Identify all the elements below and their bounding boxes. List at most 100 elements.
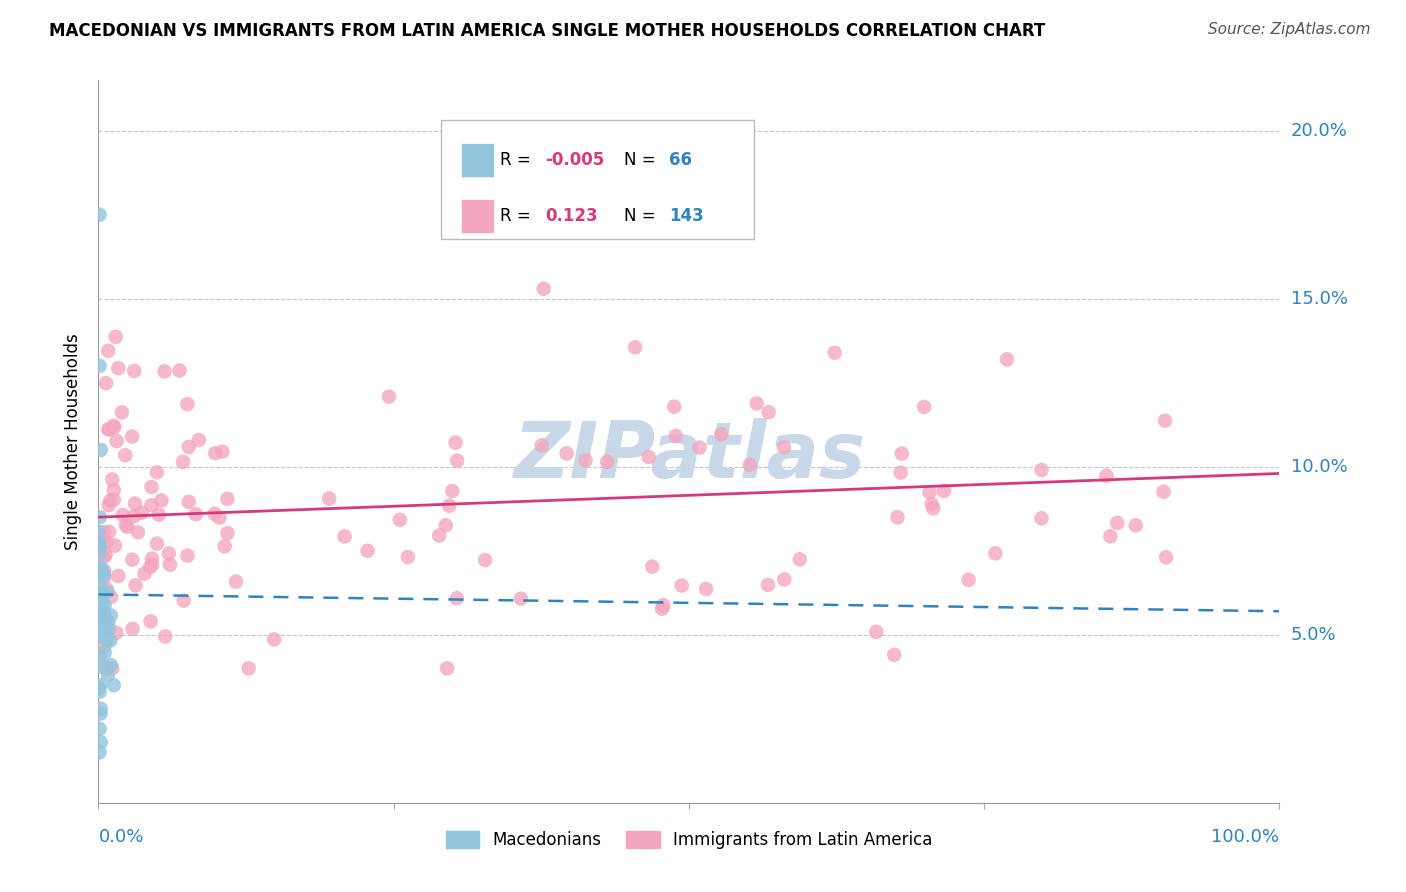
Y-axis label: Single Mother Households: Single Mother Households <box>65 334 83 549</box>
Text: -0.005: -0.005 <box>546 151 605 169</box>
Point <box>665 429 688 443</box>
Point <box>204 507 226 521</box>
Point <box>176 549 198 563</box>
Point <box>146 536 169 550</box>
Point <box>90 706 112 721</box>
Point <box>97 343 120 358</box>
Point <box>263 632 285 647</box>
Point <box>103 420 125 434</box>
Point <box>89 546 111 560</box>
Point <box>388 513 411 527</box>
Point <box>114 448 136 462</box>
Point <box>89 616 111 631</box>
Point <box>671 578 693 592</box>
Point <box>637 450 659 464</box>
Point <box>957 573 980 587</box>
Point <box>396 549 419 564</box>
Point <box>1153 484 1175 499</box>
Point <box>89 602 111 616</box>
Point <box>100 590 122 604</box>
Point <box>90 586 112 600</box>
Point <box>150 493 173 508</box>
Point <box>96 614 118 628</box>
Point <box>96 584 118 599</box>
Point <box>758 405 780 419</box>
Point <box>100 657 122 672</box>
Point <box>530 438 553 452</box>
Text: MACEDONIAN VS IMMIGRANTS FROM LATIN AMERICA SINGLE MOTHER HOUSEHOLDS CORRELATION: MACEDONIAN VS IMMIGRANTS FROM LATIN AMER… <box>49 22 1046 40</box>
Point <box>378 390 401 404</box>
Point <box>1031 511 1053 525</box>
Point <box>90 613 112 627</box>
Point <box>124 496 146 510</box>
Point <box>90 600 112 615</box>
Text: ZIPatlas: ZIPatlas <box>513 418 865 494</box>
Point <box>141 480 163 494</box>
Point <box>177 495 200 509</box>
Point <box>131 506 153 520</box>
Point <box>89 594 111 608</box>
Point <box>100 608 122 623</box>
Point <box>204 446 226 460</box>
Point <box>756 578 779 592</box>
Point <box>89 627 111 641</box>
Point <box>93 599 115 613</box>
Point <box>434 518 457 533</box>
Point <box>745 396 768 410</box>
Point <box>441 484 464 499</box>
Point <box>89 610 111 624</box>
Text: 10.0%: 10.0% <box>1291 458 1347 475</box>
Point <box>238 661 260 675</box>
Point <box>90 591 112 605</box>
Point <box>98 493 121 508</box>
Point <box>124 578 146 592</box>
Point <box>93 525 115 540</box>
Point <box>446 453 468 467</box>
Point <box>890 466 912 480</box>
Point <box>710 427 733 442</box>
Point <box>98 422 121 436</box>
Point <box>89 359 111 373</box>
Point <box>89 538 111 552</box>
Point <box>217 526 239 541</box>
Point <box>87 620 110 634</box>
Point <box>574 453 596 467</box>
Point <box>87 541 110 556</box>
Point <box>90 442 112 457</box>
Point <box>662 400 685 414</box>
Point <box>97 615 120 629</box>
Point <box>91 660 114 674</box>
Point <box>89 589 111 603</box>
Point <box>139 560 162 574</box>
Text: 20.0%: 20.0% <box>1291 121 1347 140</box>
Point <box>89 722 111 736</box>
Point <box>510 591 533 606</box>
Point <box>437 499 460 513</box>
Point <box>912 400 935 414</box>
Text: N =: N = <box>624 207 661 225</box>
Point <box>89 678 111 692</box>
Point <box>172 455 194 469</box>
Point <box>89 564 111 578</box>
Text: N =: N = <box>624 151 661 169</box>
Point <box>111 405 134 419</box>
Point <box>333 529 356 543</box>
Point <box>98 524 121 539</box>
Point <box>89 685 111 699</box>
Point <box>824 345 846 359</box>
Point <box>89 568 111 582</box>
Point <box>103 678 125 692</box>
Point <box>122 364 145 378</box>
Point <box>139 615 162 629</box>
Point <box>984 546 1007 560</box>
Text: 100.0%: 100.0% <box>1212 828 1279 846</box>
Point <box>89 649 111 664</box>
Point <box>318 491 340 506</box>
Point <box>94 376 117 391</box>
Text: 143: 143 <box>669 207 703 225</box>
Point <box>89 208 111 222</box>
Point <box>890 447 912 461</box>
Point <box>96 633 118 648</box>
Point <box>94 646 117 660</box>
Point <box>651 601 673 615</box>
